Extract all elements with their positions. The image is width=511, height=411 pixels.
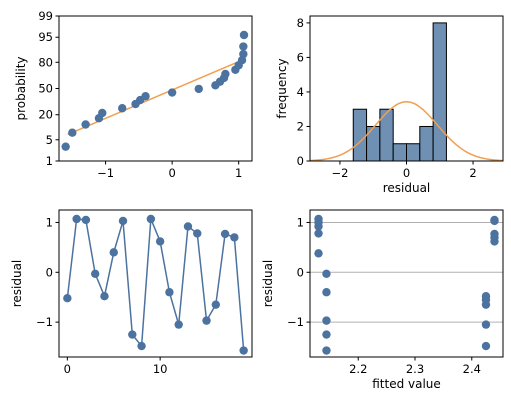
y-tick-label: 2 — [297, 119, 304, 133]
axes-frame — [58, 15, 253, 162]
y-tick-label: 0 — [297, 154, 304, 168]
data-point — [146, 214, 156, 224]
histogram-bar — [352, 108, 368, 162]
data-point — [322, 346, 331, 355]
data-point — [193, 229, 202, 238]
y-axis-label: frequency — [275, 58, 289, 118]
data-point — [68, 128, 77, 137]
data-point — [314, 222, 323, 231]
data-point — [322, 288, 331, 297]
axes-frame — [309, 209, 504, 358]
x-tick-label: 10 — [153, 362, 168, 376]
data-point — [239, 346, 248, 355]
data-point — [61, 142, 70, 151]
data-point — [155, 237, 165, 246]
data-point — [81, 215, 91, 225]
axes-frame — [309, 15, 504, 162]
data-point — [481, 300, 491, 309]
histogram-bar — [366, 125, 381, 162]
series-line — [66, 218, 245, 351]
data-point — [98, 108, 107, 118]
data-point — [183, 222, 193, 231]
probplot-panel: −1 0 1 1 5 20 50 80 95 99 probability — [14, 9, 253, 180]
histogram-bar — [406, 143, 421, 162]
x-tick-label: 0 — [168, 166, 175, 180]
y-tick-label: 95 — [38, 30, 53, 44]
x-tick-label: 2.4 — [463, 362, 481, 376]
y-tick-label: 0 — [297, 265, 304, 279]
histogram-bar — [419, 125, 434, 162]
y-axis-label: residual — [10, 260, 24, 308]
density-curve — [309, 101, 504, 162]
x-tick-label: 0 — [403, 166, 410, 180]
y-tick-label: 80 — [38, 55, 53, 69]
y-tick-label: 1 — [297, 215, 304, 229]
data-point — [100, 292, 109, 301]
histogram-bar — [432, 22, 447, 162]
data-point — [230, 233, 239, 242]
y-tick-label: 0 — [46, 265, 53, 279]
x-tick-label: 2.2 — [349, 362, 367, 376]
y-tick-label: 4 — [297, 85, 304, 99]
data-point — [174, 320, 183, 329]
x-tick-label: 1 — [235, 166, 242, 180]
x-axis-label: fitted value — [372, 377, 441, 391]
y-axis-label: residual — [261, 260, 275, 308]
data-point — [63, 294, 72, 303]
data-point — [72, 214, 81, 224]
residual_fitted-panel: 2.2 2.3 2.4 −1 0 1 fitted value residual — [261, 209, 504, 391]
data-point — [239, 42, 248, 51]
data-point — [109, 248, 118, 257]
fit-line — [67, 58, 246, 136]
x-tick-label: −2 — [331, 166, 348, 180]
data-point — [221, 69, 230, 79]
y-tick-label: 5 — [46, 133, 53, 147]
data-point — [322, 316, 331, 325]
axes-frame — [58, 209, 253, 358]
data-point — [118, 216, 128, 226]
y-axis-label: probability — [14, 56, 28, 120]
y-tick-label: 1 — [46, 154, 53, 168]
y-tick-label: −1 — [287, 315, 304, 329]
data-point — [239, 49, 248, 59]
data-point — [141, 92, 150, 101]
data-point — [167, 88, 177, 97]
data-point — [490, 216, 499, 226]
data-point — [481, 341, 491, 351]
data-point — [194, 84, 203, 94]
y-tick-label: 8 — [297, 16, 304, 30]
residual_order-panel: 0 10 −1 0 1 residual — [10, 209, 253, 376]
x-tick-label: 2.3 — [406, 362, 424, 376]
histogram-bar — [392, 143, 408, 162]
y-tick-label: −1 — [36, 315, 53, 329]
data-point — [137, 341, 146, 351]
x-tick-label: −1 — [97, 166, 114, 180]
data-point — [90, 269, 100, 278]
histogram-panel: −2 0 2 0 2 4 6 8 residual frequency — [275, 15, 504, 195]
y-tick-label: 99 — [38, 9, 53, 23]
data-point — [314, 229, 323, 238]
y-tick-label: 6 — [297, 50, 304, 64]
data-point — [481, 320, 491, 329]
y-tick-label: 20 — [38, 108, 53, 122]
data-point — [220, 229, 230, 239]
y-tick-label: 1 — [46, 215, 53, 229]
data-point — [202, 316, 211, 325]
data-point — [81, 120, 90, 129]
data-point — [490, 237, 499, 246]
y-tick-label: 50 — [38, 82, 53, 96]
data-point — [128, 330, 137, 339]
data-point — [165, 288, 174, 297]
x-tick-label: 2 — [469, 166, 476, 180]
data-point — [118, 104, 127, 113]
x-tick-label: 0 — [64, 362, 71, 376]
x-axis-label: residual — [383, 181, 431, 195]
data-point — [314, 249, 323, 258]
data-point — [211, 300, 221, 309]
data-point — [322, 330, 331, 339]
data-point — [322, 269, 331, 278]
data-point — [239, 30, 249, 40]
